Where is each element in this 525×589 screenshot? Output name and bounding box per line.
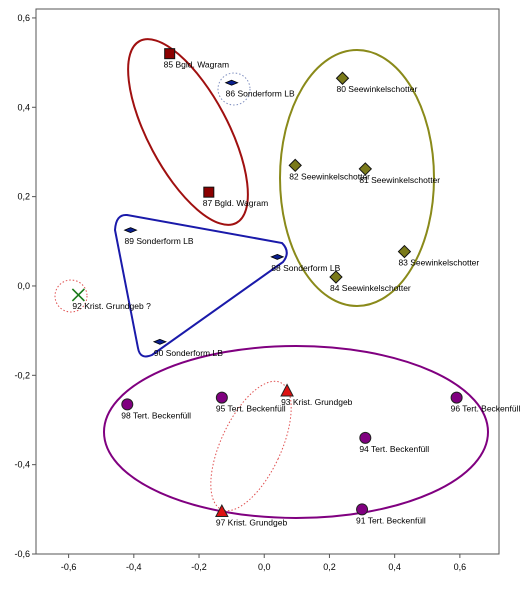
seewinkel-group-ellipse — [279, 49, 435, 307]
y-tick-label: -0,2 — [14, 370, 30, 380]
point-label: 87 Bgld. Wagram — [203, 198, 268, 208]
tertiaer-group-ellipse — [103, 345, 489, 519]
data-point — [397, 244, 412, 259]
data-point — [270, 253, 285, 260]
data-point — [152, 338, 167, 345]
x-tick-label: -0,6 — [61, 562, 77, 572]
point-label: 84 Seewinkelschotter — [330, 283, 411, 293]
plot-frame — [35, 8, 500, 555]
point-label: 81 Seewinkelschotter — [359, 175, 440, 185]
point-label: 92 Krist. Grundgeb ? — [72, 301, 151, 311]
x-tick-label: 0,6 — [454, 562, 467, 572]
data-point — [121, 398, 134, 411]
point-label: 86 Sonderform LB — [226, 89, 295, 99]
sonderform-group-hull — [113, 213, 288, 358]
data-point — [215, 391, 228, 404]
data-point — [123, 227, 138, 234]
point-label: 97 Krist. Grundgeb — [216, 518, 288, 528]
data-point — [215, 503, 229, 518]
x-tick-label: 0,0 — [258, 562, 271, 572]
y-tick-label: 0,2 — [17, 192, 30, 202]
data-point — [335, 71, 350, 85]
kristallin92-circle — [54, 279, 88, 313]
x-tick-label: 0,2 — [323, 562, 336, 572]
groups-layer — [54, 38, 489, 519]
point-label: 80 Seewinkelschotter — [336, 84, 417, 94]
point-label: 94 Tert. Beckenfüll — [359, 444, 429, 454]
point-label: 98 Tert. Beckenfüll — [121, 410, 191, 420]
y-tick-label: -0,4 — [14, 460, 30, 470]
point-label: 83 Seewinkelschotter — [398, 258, 479, 268]
point-label: 85 Bgld. Wagram — [164, 60, 229, 70]
axes-layer: -0,6 -0,4 -0,2 0,0 0,2 0,4 0,6 0,6 0,4 0,2 0,0 -0,2… — [14, 13, 466, 572]
point-label: 82 Seewinkelschotter — [289, 171, 370, 181]
x-tick-label: -0,4 — [126, 562, 142, 572]
point-label: 95 Tert. Beckenfüll — [216, 404, 286, 414]
point-label: 93 Krist. Grundgeb — [281, 397, 353, 407]
data-point — [329, 270, 343, 284]
point-label: 90 Sonderform LB — [154, 348, 223, 358]
x-tick-label: 0,4 — [388, 562, 401, 572]
data-point — [288, 158, 302, 173]
point-label: 89 Sonderform LB — [125, 236, 194, 246]
x-tick-label: -0,2 — [191, 562, 207, 572]
data-point — [164, 48, 176, 60]
data-point — [356, 503, 369, 516]
point-label: 91 Tert. Beckenfüll — [356, 515, 426, 525]
wagram-group-ellipse — [127, 38, 249, 226]
data-point — [450, 391, 463, 404]
point-label: 88 Sonderform LB — [271, 263, 340, 273]
data-point — [71, 288, 85, 302]
y-tick-label: 0,4 — [17, 102, 30, 112]
y-tick-label: 0,0 — [17, 281, 30, 291]
data-point — [280, 383, 294, 397]
data-point — [359, 431, 372, 444]
data-point — [224, 79, 239, 86]
y-tick-label: -0,6 — [14, 549, 30, 559]
point-label: 96 Tert. Beckenfüll — [451, 404, 521, 414]
data-point — [358, 162, 373, 176]
data-point — [203, 186, 215, 198]
y-tick-label: 0,6 — [17, 13, 30, 23]
sonderform86-circle — [217, 72, 251, 106]
points-layer: 85 Bgld. Wagram 87 Bgld. Wagram 86 Sonderf… — [71, 48, 521, 528]
